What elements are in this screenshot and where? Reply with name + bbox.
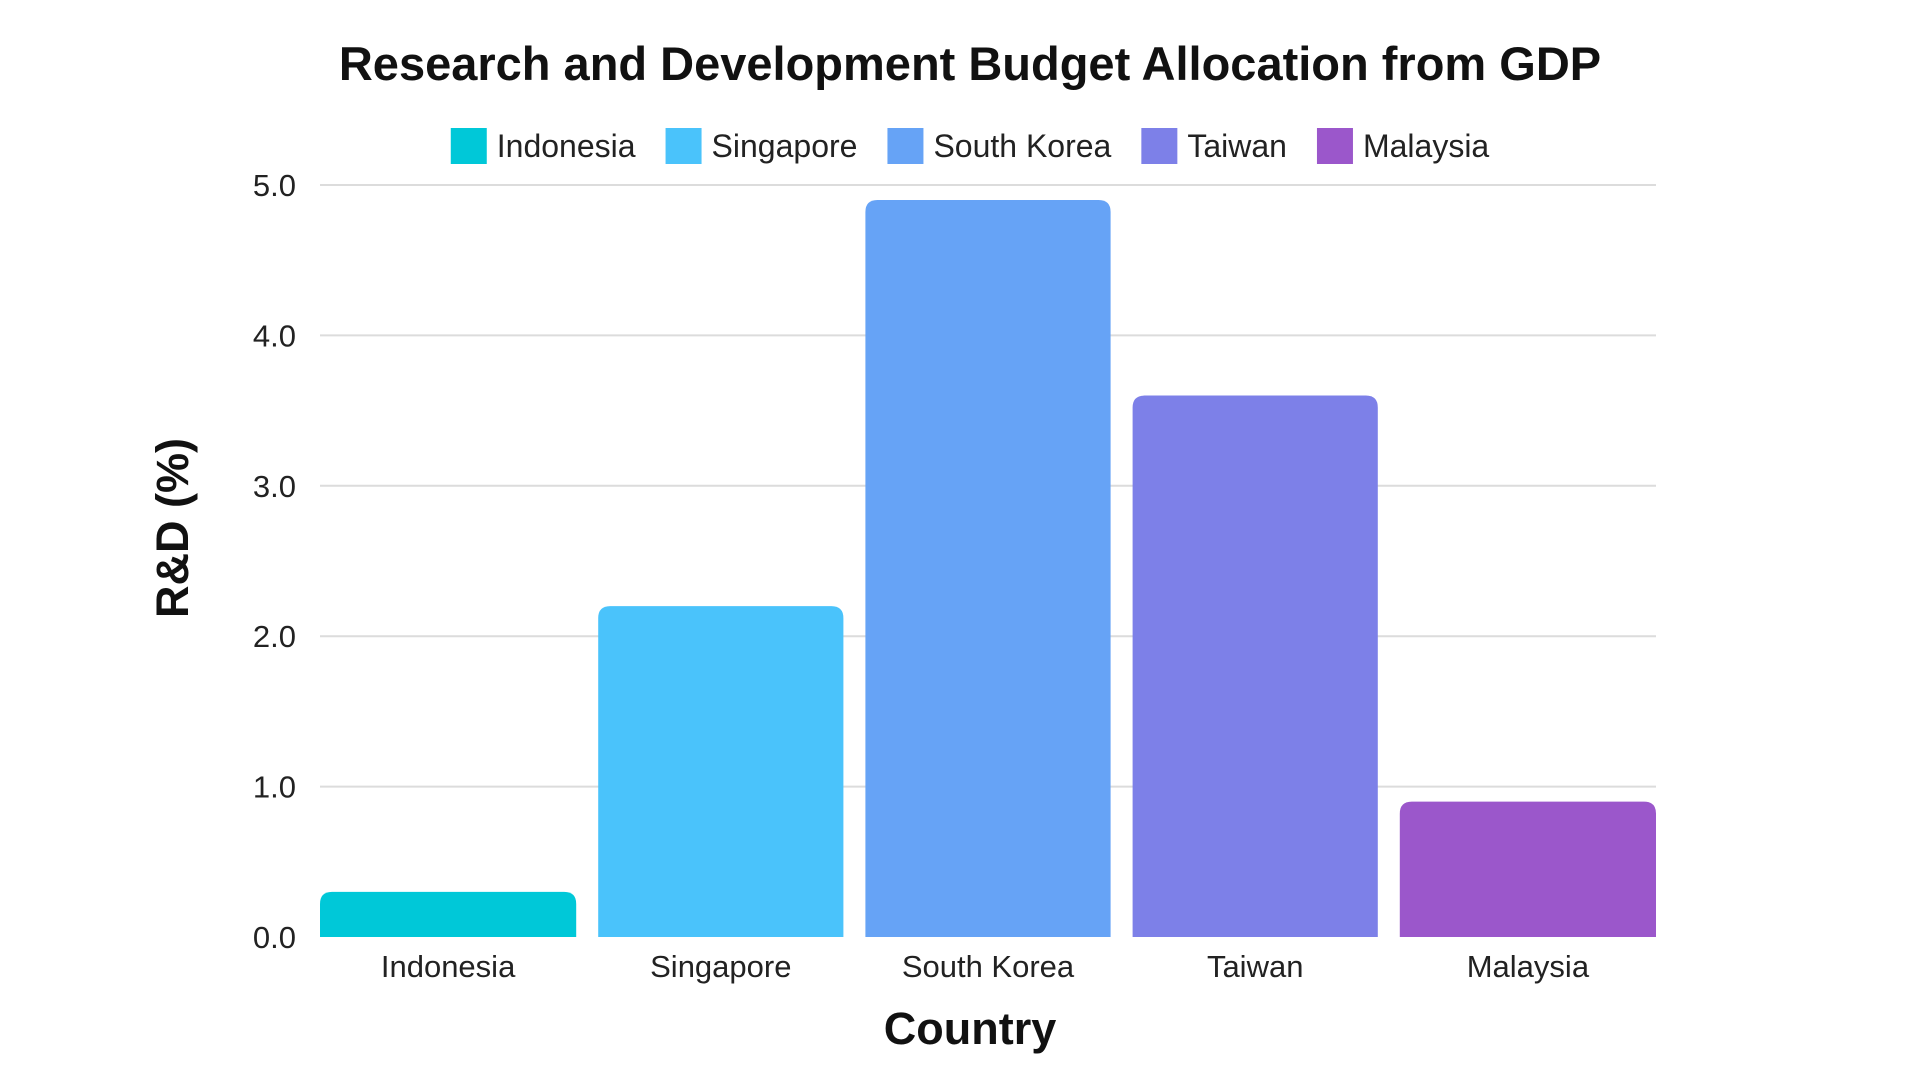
x-tick-label: Singapore: [650, 949, 791, 984]
legend-label: Malaysia: [1363, 128, 1489, 164]
bar-singapore[interactable]: [598, 606, 844, 937]
x-tick-label: Malaysia: [1467, 949, 1590, 984]
legend-item[interactable]: South Korea: [887, 128, 1112, 164]
chart-title: Research and Development Budget Allocati…: [339, 37, 1601, 90]
y-axis-ticks: 0.0 1.0 2.0 3.0 4.0 5.0: [253, 168, 296, 955]
bar-south-korea[interactable]: [865, 200, 1111, 938]
bars: [320, 200, 1656, 938]
y-tick-label: 4.0: [253, 318, 296, 353]
legend-swatch: [450, 128, 487, 164]
legend-item[interactable]: Indonesia: [450, 128, 636, 164]
x-tick-label: South Korea: [902, 949, 1075, 984]
legend-swatch: [665, 128, 702, 164]
legend-item[interactable]: Taiwan: [1141, 128, 1287, 164]
y-tick-label: 5.0: [253, 168, 296, 203]
y-tick-label: 2.0: [253, 619, 296, 654]
legend-label: Indonesia: [497, 128, 636, 164]
y-tick-label: 1.0: [253, 770, 296, 805]
legend-item[interactable]: Malaysia: [1316, 128, 1489, 164]
legend-swatch: [1316, 128, 1353, 164]
legend-label: Singapore: [712, 128, 858, 164]
x-axis-ticks: Indonesia Singapore South Korea Taiwan Malay…: [381, 949, 1590, 984]
legend-item[interactable]: Singapore: [665, 128, 858, 164]
x-tick-label: Taiwan: [1207, 949, 1304, 984]
legend-swatch: [1141, 128, 1178, 164]
legend-swatch: [887, 128, 924, 164]
legend-label: South Korea: [933, 128, 1111, 164]
bar-malaysia[interactable]: [1399, 801, 1656, 937]
legend: Indonesia Singapore South Korea Taiwan Malay…: [450, 128, 1489, 164]
x-tick-label: Indonesia: [381, 949, 516, 984]
x-axis-title: Country: [884, 1003, 1057, 1054]
y-axis-title: R&D (%): [147, 438, 198, 618]
bar-taiwan[interactable]: [1132, 395, 1378, 937]
y-tick-label: 3.0: [253, 469, 296, 504]
y-tick-label: 0.0: [253, 920, 296, 955]
legend-label: Taiwan: [1187, 128, 1287, 164]
bar-indonesia[interactable]: [320, 891, 577, 937]
